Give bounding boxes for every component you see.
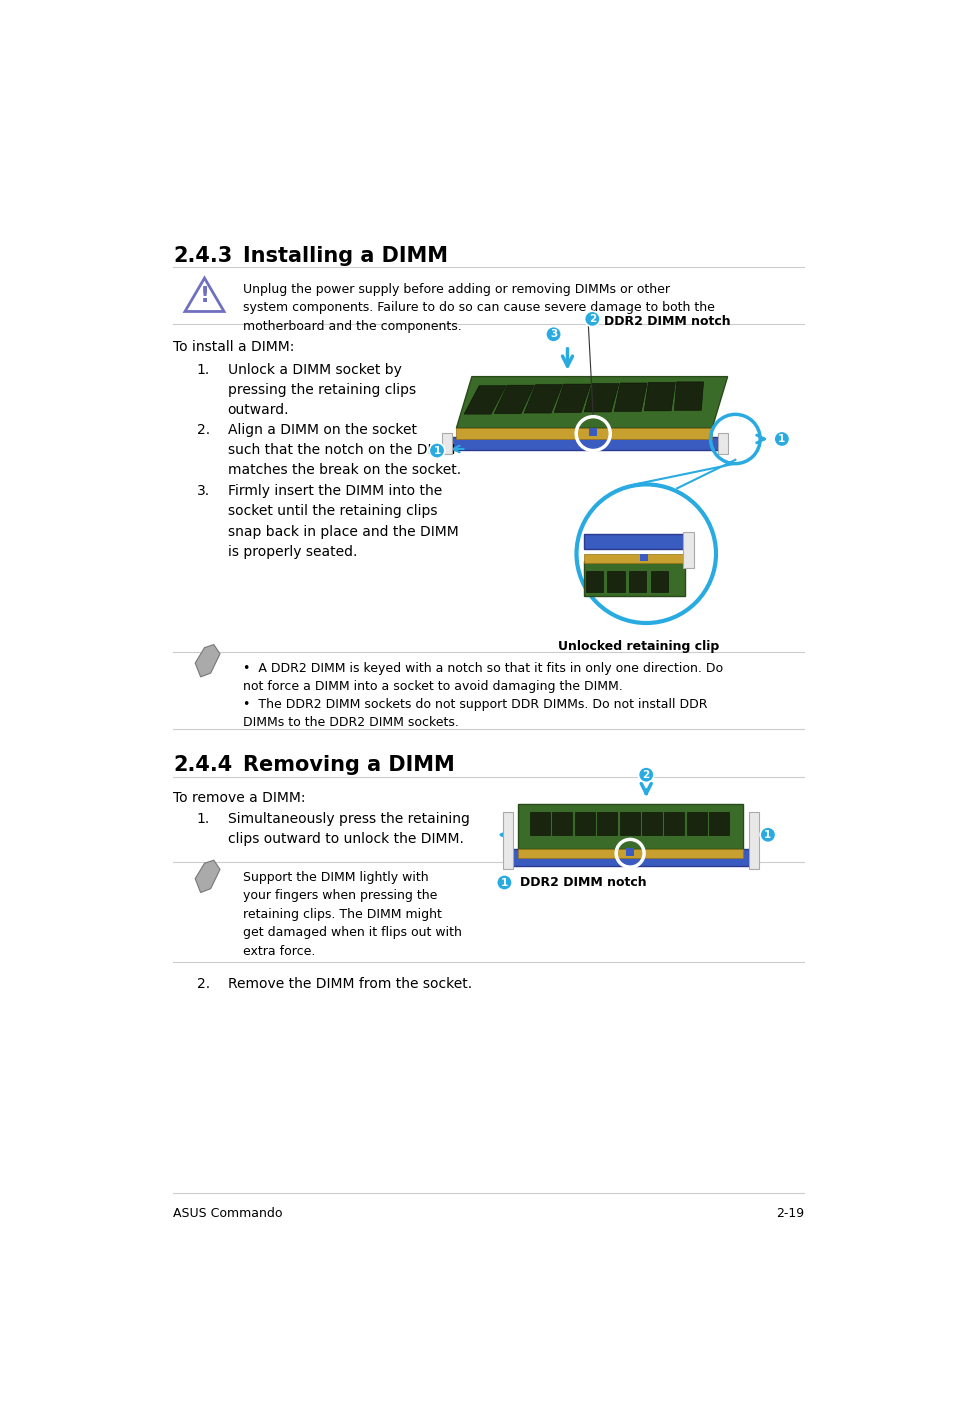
Bar [597, 811, 617, 835]
Circle shape [545, 326, 560, 342]
Polygon shape [185, 278, 224, 312]
Circle shape [576, 485, 716, 623]
Text: 2: 2 [588, 314, 596, 323]
Text: To remove a DIMM:: To remove a DIMM: [173, 792, 306, 804]
Polygon shape [718, 433, 727, 454]
Text: To install a DIMM:: To install a DIMM: [173, 340, 294, 354]
Polygon shape [589, 429, 597, 436]
Polygon shape [456, 377, 727, 429]
Polygon shape [456, 429, 711, 439]
Circle shape [497, 875, 512, 890]
Bar [512, 849, 748, 866]
Text: •  The DDR2 DIMM sockets do not support DDR DIMMs. Do not install DDR
DIMMs to t: • The DDR2 DIMM sockets do not support D… [243, 699, 707, 730]
Bar [517, 804, 742, 849]
Polygon shape [450, 437, 718, 450]
Circle shape [773, 432, 789, 447]
Text: 1.: 1. [196, 363, 210, 377]
Bar [748, 811, 759, 869]
Text: 3: 3 [549, 329, 557, 339]
Bar [517, 849, 742, 858]
Text: 2.4.3: 2.4.3 [173, 246, 233, 266]
Circle shape [638, 768, 654, 782]
Bar [530, 811, 550, 835]
Bar [552, 811, 572, 835]
Text: 1.: 1. [196, 811, 210, 825]
Text: Installing a DIMM: Installing a DIMM [243, 246, 448, 266]
Bar [585, 571, 602, 592]
Circle shape [429, 443, 444, 458]
Text: 1: 1 [500, 877, 508, 887]
Circle shape [584, 311, 599, 326]
Circle shape [760, 827, 775, 842]
Text: Firmly insert the DIMM into the
socket until the retaining clips
snap back in pl: Firmly insert the DIMM into the socket u… [228, 485, 458, 558]
Text: Support the DIMM lightly with
your fingers when pressing the
retaining clips. Th: Support the DIMM lightly with your finge… [243, 870, 461, 957]
Bar [574, 811, 595, 835]
Text: 2: 2 [642, 769, 649, 780]
Text: 2.: 2. [196, 423, 210, 437]
Text: 1: 1 [778, 434, 784, 444]
Bar [583, 554, 684, 562]
Polygon shape [674, 382, 702, 411]
Bar [686, 811, 706, 835]
Polygon shape [554, 384, 590, 412]
Text: DDR2 DIMM notch: DDR2 DIMM notch [603, 315, 730, 328]
Text: Remove the DIMM from the socket.: Remove the DIMM from the socket. [228, 977, 472, 991]
Text: 1: 1 [433, 446, 440, 456]
Polygon shape [643, 382, 675, 411]
Text: !: ! [199, 285, 210, 305]
Bar [639, 554, 647, 561]
Bar [583, 561, 684, 596]
Polygon shape [195, 644, 220, 676]
Text: Align a DIMM on the socket
such that the notch on the DIMM
matches the break on : Align a DIMM on the socket such that the… [228, 423, 460, 477]
Bar [629, 571, 645, 592]
Text: Simultaneously press the retaining
clips outward to unlock the DIMM.: Simultaneously press the retaining clips… [228, 811, 469, 846]
Text: Unlocked retaining clip: Unlocked retaining clip [558, 640, 719, 652]
Bar [618, 811, 639, 835]
Bar [625, 848, 634, 856]
Polygon shape [614, 382, 646, 412]
Bar [708, 811, 728, 835]
Text: 1: 1 [763, 830, 771, 839]
Text: 2.4.4: 2.4.4 [173, 755, 233, 776]
Text: Unplug the power supply before adding or removing DIMMs or other
system componen: Unplug the power supply before adding or… [243, 283, 715, 333]
Text: 3.: 3. [196, 485, 210, 498]
Polygon shape [523, 385, 562, 413]
Bar [650, 571, 667, 592]
Text: 2-19: 2-19 [776, 1206, 803, 1219]
Text: •  A DDR2 DIMM is keyed with a notch so that it fits in only one direction. Do
n: • A DDR2 DIMM is keyed with a notch so t… [243, 661, 722, 693]
Text: 2.: 2. [196, 977, 210, 991]
Polygon shape [494, 385, 534, 413]
Polygon shape [195, 860, 220, 893]
Bar [682, 531, 694, 568]
Text: Removing a DIMM: Removing a DIMM [243, 755, 455, 776]
Bar [583, 534, 692, 550]
Bar [607, 571, 624, 592]
Text: Unlock a DIMM socket by
pressing the retaining clips
outward.: Unlock a DIMM socket by pressing the ret… [228, 363, 416, 416]
Bar [663, 811, 683, 835]
Bar [502, 811, 513, 869]
Polygon shape [583, 384, 618, 412]
Polygon shape [464, 385, 505, 415]
Polygon shape [442, 433, 452, 454]
Text: ASUS Commando: ASUS Commando [173, 1206, 283, 1219]
Text: DDR2 DIMM notch: DDR2 DIMM notch [519, 876, 646, 890]
Bar [641, 811, 661, 835]
